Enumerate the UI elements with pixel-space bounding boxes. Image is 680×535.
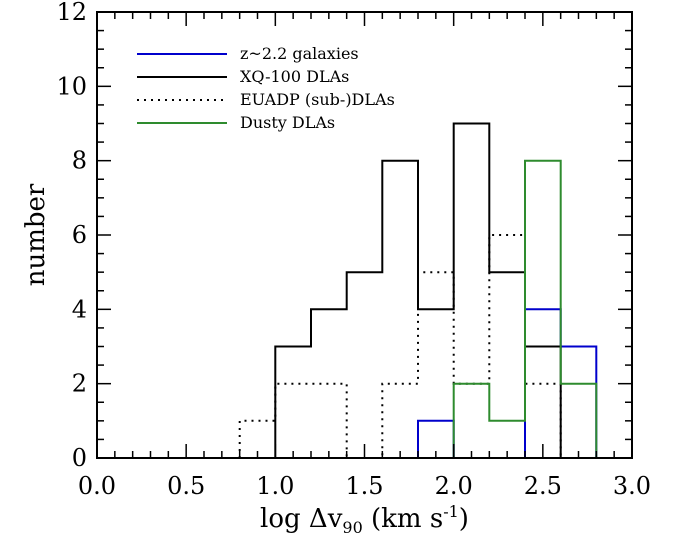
legend-label-xq-100-dlas: XQ-100 DLAs <box>240 67 349 86</box>
x-tick-label: 0.5 <box>167 472 205 500</box>
x-tick-label: 0.0 <box>78 472 116 500</box>
x-tick-label: 1.0 <box>256 472 294 500</box>
series-line-xq-100-dlas <box>274 122 562 458</box>
x-axis-label-superscript: -1 <box>443 502 459 521</box>
x-axis-label-main: log Δv <box>260 504 343 534</box>
y-tick-label: 12 <box>56 0 87 26</box>
x-axis-label-close: ) <box>459 504 469 534</box>
y-tick-label: 0 <box>72 444 87 472</box>
y-tick-label: 2 <box>72 370 87 398</box>
legend-label-dusty-dlas: Dusty DLAs <box>240 113 335 132</box>
x-tick-label: 1.5 <box>345 472 383 500</box>
y-tick-label: 6 <box>72 221 87 249</box>
y-tick-label: 10 <box>56 72 87 100</box>
ticks-layer: 0.0 0.5 1.0 1.5 2.0 2.5 3.0 0 2 4 6 8 10 12 <box>56 0 651 500</box>
x-tick-label: 3.0 <box>613 472 651 500</box>
legend: z~2.2 galaxies XQ-100 DLAs EUADP (sub-)DLA… <box>137 44 395 132</box>
series-layer <box>238 122 598 459</box>
x-tick-label: 2.0 <box>435 472 473 500</box>
plot-frame <box>96 11 633 459</box>
x-tick-label: 2.5 <box>524 472 562 500</box>
y-tick-label: 4 <box>72 295 87 323</box>
y-axis-label: number <box>21 183 51 286</box>
legend-label-euadp-sub-dlas: EUADP (sub-)DLAs <box>240 90 395 109</box>
y-tick-label: 8 <box>72 147 87 175</box>
x-axis-label: log Δv90 (km s-1) <box>260 502 469 535</box>
x-axis-label-unit: (km s <box>363 504 443 534</box>
x-axis-label-subscript: 90 <box>342 518 362 535</box>
series-line-dusty-dlas <box>452 159 598 458</box>
legend-label-z-2-2-galaxies: z~2.2 galaxies <box>240 44 359 63</box>
